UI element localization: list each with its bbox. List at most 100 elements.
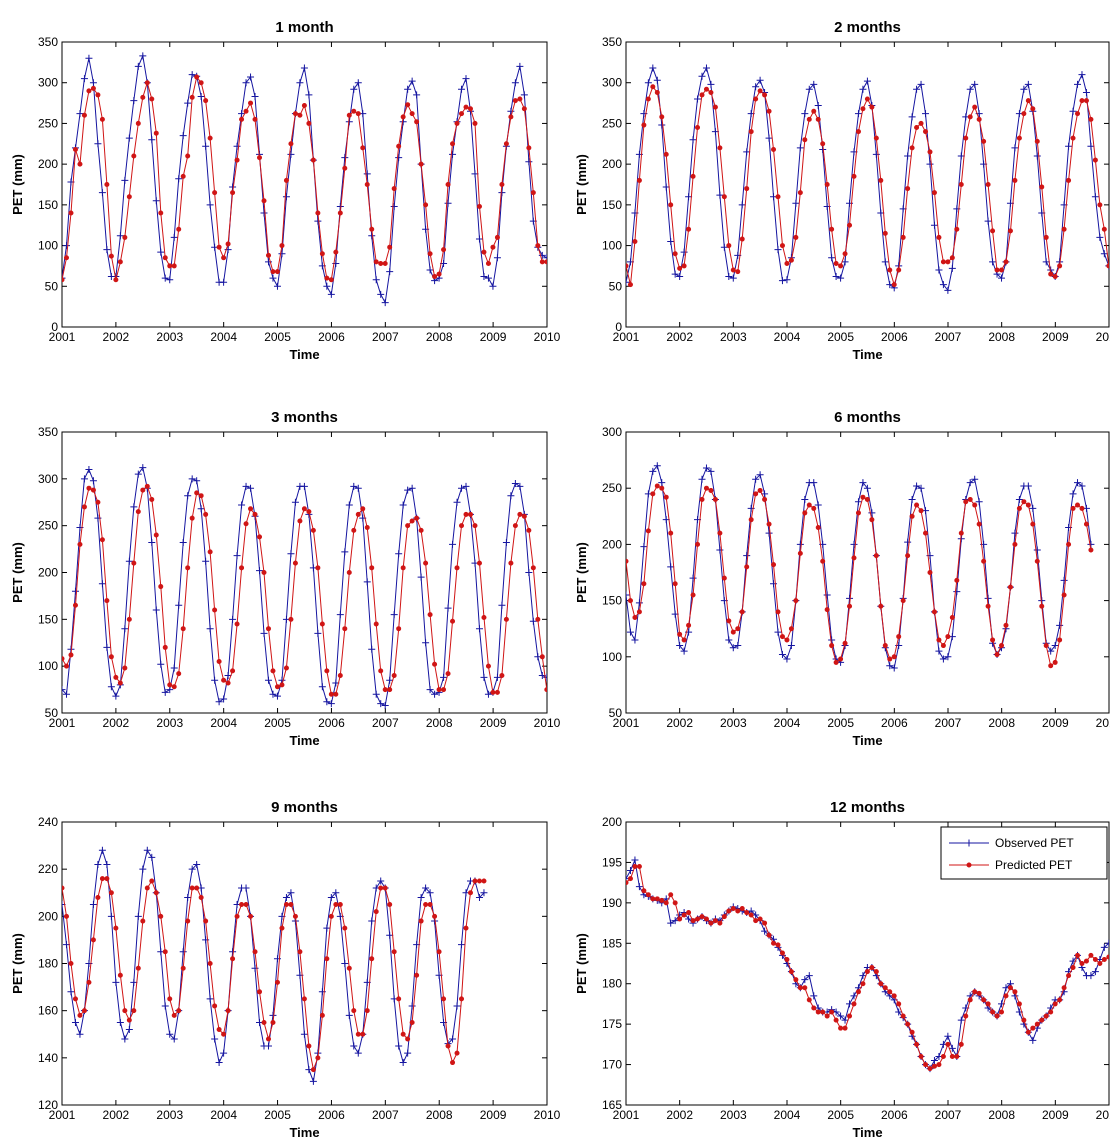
data-point-predicted [382,885,388,891]
x-tick-label: 2003 [156,330,183,344]
data-point-predicted [636,863,642,869]
data-point-predicted [891,993,897,999]
data-point-predicted [878,603,884,609]
data-point-observed [170,233,178,241]
data-point-predicted [936,1062,942,1068]
data-point-predicted [108,253,114,259]
data-point-observed [694,95,702,103]
data-point-predicted [627,876,633,882]
data-point-observed [395,154,403,162]
data-point-observed [1029,504,1037,512]
data-point-predicted [239,116,245,122]
data-point-observed [801,110,809,118]
data-point-predicted [775,942,781,948]
data-point-predicted [1012,541,1018,547]
x-tick-label: 2001 [49,330,76,344]
y-tick-label: 150 [38,612,58,626]
data-point-predicted [1007,985,1013,991]
data-point-predicted [708,920,714,926]
data-point-predicted [811,108,817,114]
data-point-predicted [454,120,460,126]
data-point-observed [520,91,528,99]
data-point-predicted [891,282,897,288]
data-point-observed [543,673,547,681]
data-point-predicted [144,483,150,489]
data-point-observed [444,604,452,612]
data-point-predicted [820,1009,826,1015]
data-point-predicted [762,920,768,926]
data-point-observed [1047,647,1055,655]
data-point-observed [184,893,192,901]
data-point-predicted [337,902,343,908]
data-point-observed [381,299,389,307]
data-point-observed [80,75,88,83]
series-predicted [62,483,547,697]
data-point-predicted [851,555,857,561]
series-predicted [626,84,1109,288]
data-point-predicted [539,654,545,660]
data-point-predicted [981,997,987,1003]
data-point-predicted [945,259,951,265]
data-point-observed [635,599,643,607]
x-tick-label: 2002 [666,330,693,344]
data-point-predicted [936,234,942,240]
data-point-observed [426,266,434,274]
data-point-predicted [784,260,790,266]
data-point-predicted [274,269,280,275]
data-point-predicted [535,616,541,622]
y-tick-label: 180 [38,957,58,971]
data-point-observed [676,642,684,650]
data-point-predicted [999,1009,1005,1015]
data-point-observed [413,91,421,99]
data-point-predicted [1079,505,1085,511]
data-point-predicted [1106,954,1109,960]
data-point-observed [971,80,979,88]
data-point-predicted [333,249,339,255]
data-point-observed [511,79,519,87]
data-point-observed [112,692,120,700]
data-point-observed [368,232,376,240]
data-point-predicted [726,243,732,249]
data-point-predicted [797,550,803,556]
data-point-observed [895,1008,903,1016]
y-tick-label: 165 [602,1098,622,1112]
data-point-predicted [918,508,924,514]
data-point-observed [287,150,295,158]
data-point-predicted [744,910,750,916]
data-point-predicted [544,259,547,265]
data-point-observed [498,601,506,609]
y-tick-label: 50 [45,706,59,720]
data-point-predicted [1003,993,1009,999]
data-point-predicted [158,584,164,590]
data-point-predicted [1048,271,1054,277]
data-point-observed [291,498,299,506]
data-point-predicted [445,1043,451,1049]
data-point-observed [716,191,724,199]
data-point-predicted [153,130,159,136]
data-point-predicted [659,485,665,491]
data-point-observed [238,110,246,118]
data-point-observed [363,578,371,586]
data-point-predicted [230,190,236,196]
data-point-observed [1087,142,1095,150]
x-axis-label: Time [852,733,882,748]
data-point-observed [449,540,457,548]
data-point-predicted [1070,965,1076,971]
data-point-observed [935,266,943,274]
data-point-predicted [405,523,411,529]
data-point-predicted [757,88,763,94]
data-point-predicted [409,518,415,524]
data-point-predicted [779,634,785,640]
y-axis-label: PET (mm) [574,154,589,215]
data-point-observed [282,893,290,901]
data-point-observed [94,860,102,868]
data-point-observed [278,250,286,258]
y-tick-label: 50 [609,706,623,720]
data-point-predicted [958,182,964,188]
data-point-predicted [626,880,629,886]
x-tick-label: 2001 [49,1108,76,1122]
data-point-predicted [905,553,911,559]
data-point-observed [139,865,147,873]
y-tick-label: 240 [38,815,58,829]
